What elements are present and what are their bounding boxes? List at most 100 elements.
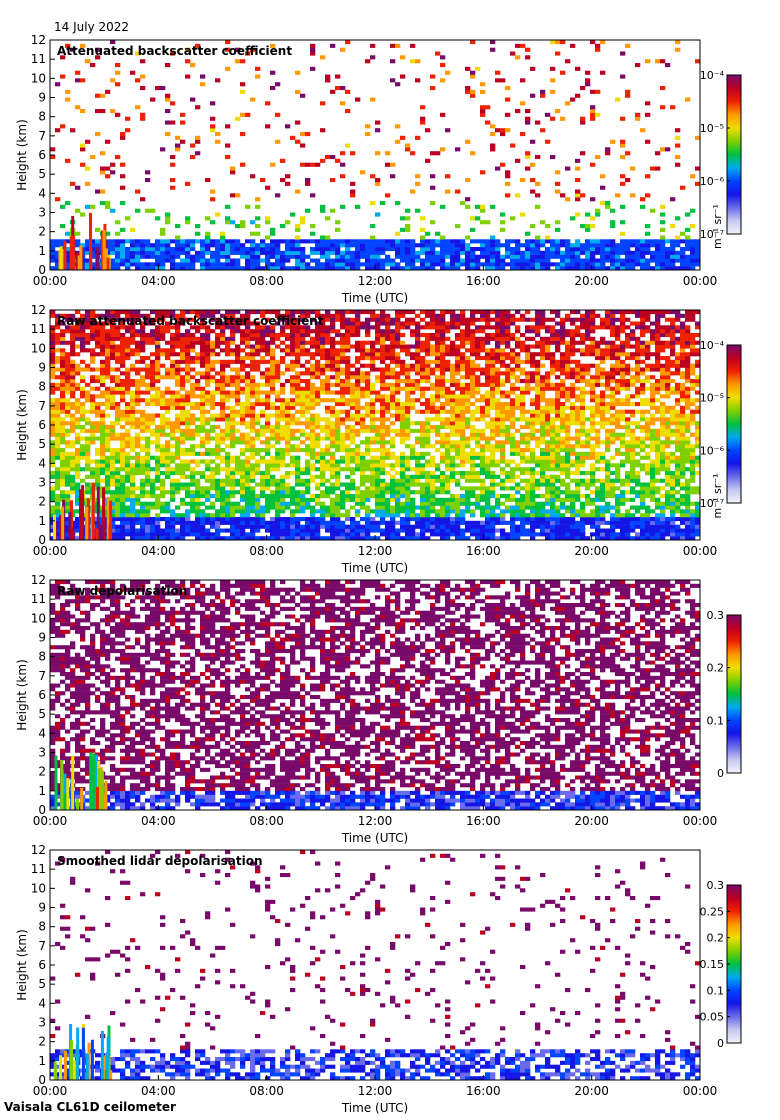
colorbar: 0 0.1 0.2 0.3 bbox=[707, 609, 742, 780]
x-tick-label: 16:00 bbox=[466, 274, 501, 288]
x-tick-label: 20:00 bbox=[574, 544, 609, 558]
colorbar-tick-label: 0.15 bbox=[700, 958, 725, 971]
panel-1: Attenuated backscatter coefficient012345… bbox=[15, 33, 742, 305]
y-tick-label: 4 bbox=[38, 456, 46, 470]
x-tick-label: 12:00 bbox=[358, 274, 393, 288]
panel-title: Smoothed lidar depolarisation bbox=[57, 854, 263, 868]
y-tick-label: 2 bbox=[38, 765, 46, 779]
colorbar-tick-label: 10⁻⁷ bbox=[700, 497, 724, 510]
colorbar-tick-label: 10⁻⁴ bbox=[700, 69, 725, 82]
heatmap-cells bbox=[50, 310, 701, 541]
colorbar-tick-label: 0.2 bbox=[707, 662, 725, 675]
y-tick-label: 6 bbox=[38, 418, 46, 432]
colorbar-tick-label: 0.3 bbox=[707, 609, 725, 622]
colorbar-tick-label: 10⁻⁶ bbox=[700, 444, 725, 457]
colorbar-label: m⁻¹ sr⁻¹ bbox=[711, 474, 724, 519]
y-tick-label: 4 bbox=[38, 186, 46, 200]
y-tick-label: 2 bbox=[38, 1035, 46, 1049]
y-tick-label: 8 bbox=[38, 110, 46, 124]
y-tick-label: 0 bbox=[38, 1073, 46, 1087]
heatmap-cells bbox=[50, 850, 701, 1081]
x-tick-label: 00:00 bbox=[683, 544, 718, 558]
y-tick-label: 11 bbox=[31, 862, 46, 876]
x-tick-label: 04:00 bbox=[141, 1084, 176, 1098]
y-tick-label: 1 bbox=[38, 514, 46, 528]
y-tick-label: 12 bbox=[31, 573, 46, 587]
y-axis-label: Height (km) bbox=[15, 389, 29, 460]
y-tick-label: 10 bbox=[31, 881, 46, 895]
x-tick-label: 16:00 bbox=[466, 1084, 501, 1098]
x-axis-label: Time (UTC) bbox=[341, 291, 408, 305]
x-axis-label: Time (UTC) bbox=[341, 1101, 408, 1115]
y-tick-label: 0 bbox=[38, 533, 46, 547]
x-tick-label: 12:00 bbox=[358, 544, 393, 558]
y-tick-label: 1 bbox=[38, 244, 46, 258]
x-tick-label: 00:00 bbox=[33, 544, 68, 558]
x-tick-label: 00:00 bbox=[683, 1084, 718, 1098]
x-tick-label: 20:00 bbox=[574, 814, 609, 828]
y-tick-label: 6 bbox=[38, 148, 46, 162]
y-tick-label: 7 bbox=[38, 129, 46, 143]
y-tick-label: 7 bbox=[38, 669, 46, 683]
instrument-footer: Vaisala CL61D ceilometer bbox=[4, 1100, 176, 1114]
y-tick-label: 6 bbox=[38, 688, 46, 702]
y-axis-label: Height (km) bbox=[15, 119, 29, 190]
panel-title: Attenuated backscatter coefficient bbox=[57, 44, 292, 58]
colorbar: 10⁻⁷ 10⁻⁶ 10⁻⁵ 10⁻⁴ m⁻¹ sr⁻¹ bbox=[700, 339, 742, 519]
low-cloud-block bbox=[53, 1024, 113, 1080]
y-tick-label: 11 bbox=[31, 592, 46, 606]
colorbar-tick-label: 0 bbox=[717, 767, 724, 780]
x-tick-label: 04:00 bbox=[141, 814, 176, 828]
y-tick-label: 5 bbox=[38, 437, 46, 451]
y-tick-label: 4 bbox=[38, 996, 46, 1010]
y-tick-label: 1 bbox=[38, 1054, 46, 1068]
y-tick-label: 9 bbox=[38, 631, 46, 645]
y-tick-label: 7 bbox=[38, 939, 46, 953]
colorbar-tick-label: 0.25 bbox=[700, 905, 725, 918]
y-tick-label: 12 bbox=[31, 843, 46, 857]
low-cloud-block bbox=[54, 752, 108, 810]
y-tick-label: 1 bbox=[38, 784, 46, 798]
date-label: 14 July 2022 bbox=[54, 20, 130, 34]
colorbar: 0 0.05 0.1 0.15 0.2 0.25 0.3 bbox=[700, 879, 742, 1050]
y-tick-label: 11 bbox=[31, 322, 46, 336]
x-axis-label: Time (UTC) bbox=[341, 831, 408, 845]
x-tick-label: 16:00 bbox=[466, 544, 501, 558]
colorbar-tick-label: 10⁻⁴ bbox=[700, 339, 725, 352]
y-axis-label: Height (km) bbox=[15, 659, 29, 730]
x-tick-label: 08:00 bbox=[249, 1084, 284, 1098]
y-tick-label: 2 bbox=[38, 495, 46, 509]
x-tick-label: 04:00 bbox=[141, 544, 176, 558]
x-tick-label: 08:00 bbox=[249, 544, 284, 558]
y-tick-label: 12 bbox=[31, 303, 46, 317]
panel-4: Smoothed lidar depolarisation01234567891… bbox=[15, 843, 742, 1115]
y-tick-label: 3 bbox=[38, 206, 46, 220]
heatmap-cells bbox=[50, 580, 701, 811]
colorbar-gradient bbox=[726, 614, 742, 774]
x-tick-label: 00:00 bbox=[683, 274, 718, 288]
colorbar-tick-label: 10⁻⁷ bbox=[700, 228, 724, 241]
y-tick-label: 5 bbox=[38, 977, 46, 991]
panel-2: Raw attenuated backscatter coefficient 0 1… bbox=[15, 303, 742, 575]
y-axis-label: Height (km) bbox=[15, 929, 29, 1000]
panel-title: Raw depolarisation bbox=[57, 584, 187, 598]
colorbar-tick-label: 0.3 bbox=[707, 879, 725, 892]
y-tick-label: 4 bbox=[38, 726, 46, 740]
y-tick-label: 3 bbox=[38, 1016, 46, 1030]
y-tick-label: 9 bbox=[38, 91, 46, 105]
low-cloud-block bbox=[53, 482, 113, 540]
y-tick-label: 5 bbox=[38, 707, 46, 721]
colorbar-tick-label: 10⁻⁶ bbox=[700, 175, 725, 188]
x-tick-label: 20:00 bbox=[574, 274, 609, 288]
panel-title: Raw attenuated backscatter coefficient bbox=[57, 314, 324, 328]
x-tick-label: 00:00 bbox=[33, 1084, 68, 1098]
y-tick-label: 9 bbox=[38, 361, 46, 375]
colorbar-tick-label: 0.2 bbox=[707, 932, 725, 945]
x-tick-label: 00:00 bbox=[683, 814, 718, 828]
y-tick-label: 0 bbox=[38, 263, 46, 277]
x-tick-label: 04:00 bbox=[141, 274, 176, 288]
y-tick-label: 3 bbox=[38, 476, 46, 490]
colorbar-tick-label: 10⁻⁵ bbox=[700, 392, 724, 405]
